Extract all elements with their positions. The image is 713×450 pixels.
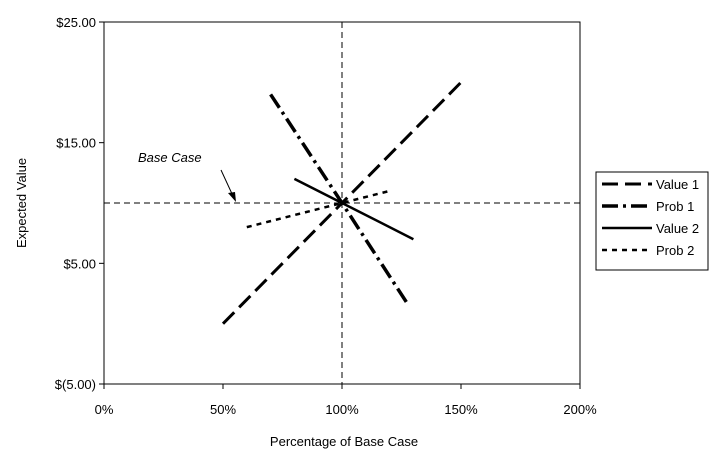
x-tick-label: 200%: [563, 402, 597, 417]
legend-label: Prob 1: [656, 199, 694, 214]
annotation-arrow-line: [220, 169, 234, 197]
x-axis-title: Percentage of Base Case: [270, 434, 418, 449]
x-tick-label: 0%: [95, 402, 114, 417]
x-tick-label: 50%: [210, 402, 236, 417]
x-tick-label: 150%: [444, 402, 478, 417]
legend-label: Value 2: [656, 221, 699, 236]
legend-label: Value 1: [656, 177, 699, 192]
y-axis-title: Expected Value: [14, 158, 29, 248]
series-line-value-2: [293, 177, 414, 241]
legend-box: [595, 171, 709, 271]
legend-label: Prob 2: [656, 243, 694, 258]
legend: Value 1 Prob 1 Value 2 Prob 2: [595, 171, 709, 271]
annotation-arrow-head: [228, 192, 236, 202]
y-tick-label: $25.00: [56, 15, 96, 30]
x-tick-label: 100%: [325, 402, 359, 417]
y-tick-label: $(5.00): [55, 377, 96, 392]
annotation-text: Base Case: [138, 150, 202, 165]
y-tick-label: $15.00: [56, 136, 96, 151]
series-line-prob-2: [246, 189, 390, 229]
y-tick-label: $5.00: [63, 256, 96, 271]
